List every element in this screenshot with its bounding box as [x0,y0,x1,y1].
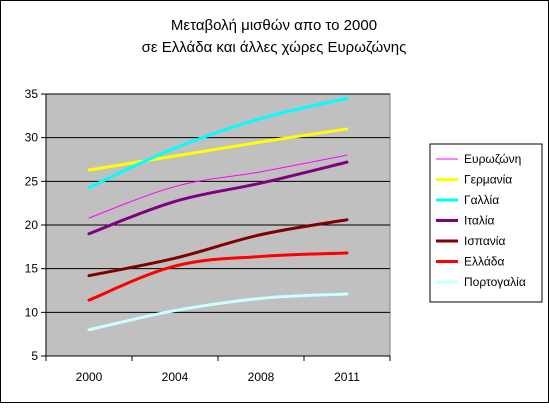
series-line-3 [87,160,349,236]
series-line-2 [87,96,349,189]
x-tick-label: 2008 [248,370,275,384]
legend-label: Ευρωζώνη [464,152,521,166]
x-tick-label: 2004 [162,370,189,384]
series-line-6 [87,292,349,332]
y-tick-label: 15 [25,262,39,276]
x-tick-label: 2000 [76,370,103,384]
axes: 5 10 15 20 25 30 35 2000 2004 2008 2011 [25,87,391,384]
legend-label: Γερμανία [464,173,512,187]
chart-title-line-1: Μεταβολή μισθών απο το 2000 [171,17,377,34]
y-tick-label: 25 [25,174,39,188]
y-tick-label: 35 [25,87,39,101]
series-line-0 [88,154,348,219]
legend-label: Ελλάδα [464,255,504,269]
chart-title-line-2: σε Ελλάδα και άλλες χώρες Ευρωζώνης [142,39,407,56]
y-tick-label: 10 [25,305,39,319]
y-tick-label: 5 [31,349,38,363]
series-line-4 [87,218,349,278]
y-tick-label: 20 [25,218,39,232]
legend-label: Γαλλία [464,193,499,207]
legend-label: Ισπανία [464,234,505,248]
series-line-5 [87,251,349,302]
legend-label: Πορτογαλία [464,275,526,289]
gridlines [46,93,390,313]
legend: Ευρωζώνη Γερμανία Γαλλία Ιταλία Ισπανία Ελλάδ… [429,143,543,303]
x-tick-label: 2011 [334,370,360,384]
legend-label: Ιταλία [464,214,495,228]
y-tick-label: 30 [25,131,39,145]
series-lines [87,96,349,332]
legend-box [429,143,543,303]
series-line-1 [87,127,349,172]
